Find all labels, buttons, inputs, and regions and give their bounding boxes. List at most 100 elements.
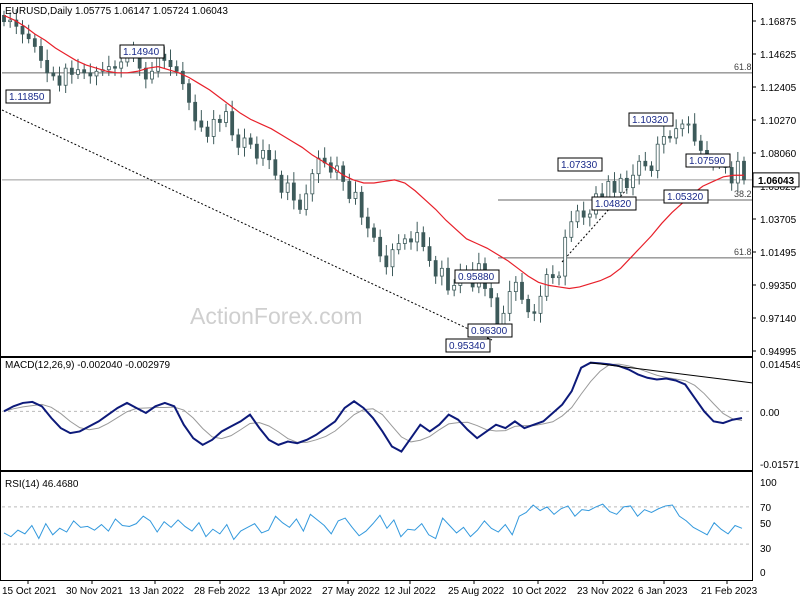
candle-body [304, 193, 309, 210]
candle-body [600, 193, 605, 198]
candle-body [279, 174, 284, 193]
current-price-tag [752, 172, 800, 188]
candle-body [538, 295, 543, 314]
candle-body [495, 297, 500, 328]
watermark-text: ActionForex.com [190, 303, 363, 329]
annotation-box [557, 157, 603, 172]
candle-body [113, 66, 117, 69]
candle-body [8, 19, 13, 23]
rsi-panel-frame [0, 471, 753, 581]
candle-body [507, 291, 512, 314]
candle-body [45, 60, 50, 74]
fib-level-label: 61.8 [734, 62, 752, 72]
candle-body [273, 159, 278, 176]
x-tick-label: 30 Nov 2021 [66, 586, 123, 597]
candle-body [587, 213, 592, 218]
candle-body [353, 191, 358, 199]
candle-body [384, 255, 389, 268]
x-tick-label: 21 Feb 2023 [701, 586, 758, 597]
x-tick-label: 13 Jan 2022 [129, 586, 184, 597]
candle-body [205, 126, 210, 137]
candle-body [347, 181, 352, 199]
candle-body [32, 38, 37, 47]
candle-body [14, 19, 19, 27]
candle-body [575, 210, 580, 223]
fib-level-label: 38.2 [734, 189, 752, 199]
macd-panel-frame [0, 357, 753, 471]
x-tick-label: 12 Jul 2022 [384, 586, 436, 597]
price-tick-label: 1.10270 [760, 116, 797, 127]
candle-body [661, 136, 666, 145]
candle-body [51, 72, 56, 77]
candle-body [174, 66, 179, 72]
candle-body [372, 227, 376, 238]
candle-body [88, 72, 93, 77]
candle-body [180, 70, 185, 85]
x-tick-label: 23 Nov 2022 [577, 586, 634, 597]
candle-body [94, 70, 99, 77]
annotation-label: 0.95880 [458, 272, 495, 283]
candle-body [20, 25, 25, 35]
candle-body [569, 221, 574, 238]
x-tick-label: 6 Jan 2023 [638, 586, 688, 597]
candle-body [409, 238, 413, 243]
reference-lines [1, 72, 752, 545]
rsi-tick-label: 50 [760, 519, 772, 530]
candle-body [452, 284, 457, 291]
candle-body [365, 216, 370, 229]
price-series [2, 9, 746, 334]
annotation-label: 0.96300 [471, 326, 508, 337]
candle-body [526, 298, 531, 313]
candle-body [618, 177, 623, 193]
price-tick-label: 1.05825 [760, 182, 797, 193]
symbol-header: EURUSD,Daily 1.05775 1.06147 1.05724 1.0… [5, 6, 228, 17]
candle-body [310, 173, 315, 195]
macd-tick-label: 0.014549 [760, 360, 800, 371]
rsi-tick-label: 100 [760, 478, 777, 489]
candle-body [359, 191, 364, 218]
rsi-label: RSI(14) 46.4680 [5, 479, 79, 490]
macd-series [3, 361, 753, 453]
candle-body [439, 267, 444, 277]
rsi-tick-label: 0 [760, 568, 766, 579]
candle-body [39, 46, 43, 61]
candle-body [680, 123, 685, 130]
candle-body [631, 174, 635, 189]
rsi-tick-label: 70 [760, 503, 772, 514]
candle-body [298, 199, 302, 210]
annotation-box [445, 338, 491, 353]
price-tick-label: 1.01495 [760, 248, 797, 259]
annotation-label: 1.07590 [689, 156, 726, 167]
candle-body [150, 70, 154, 80]
candle-body [396, 243, 401, 251]
x-tick-label: 10 Oct 2022 [512, 586, 567, 597]
candle-body [63, 67, 68, 86]
candle-body [655, 143, 660, 171]
annotation-label: 1.05320 [667, 192, 704, 203]
candle-body [520, 281, 524, 300]
price-tick-label: 1.12405 [760, 83, 797, 94]
annotation-box [591, 196, 637, 211]
annotation-box [628, 112, 674, 127]
x-tick-label: 27 May 2022 [322, 586, 380, 597]
annotation-box [467, 323, 513, 338]
candle-body [557, 275, 561, 279]
candle-body [217, 118, 222, 123]
candle-body [199, 120, 204, 128]
annotation-box [454, 269, 500, 284]
candle-body [692, 123, 697, 142]
x-tick-label: 13 Apr 2022 [258, 586, 312, 597]
macd-line [3, 361, 743, 453]
candle-body [187, 83, 191, 103]
candle-body [193, 101, 198, 122]
candle-body [248, 137, 253, 145]
candle-body [69, 67, 74, 75]
candle-body [254, 143, 259, 159]
candle-body [686, 123, 691, 126]
chart-labels: ActionForex.com EURUSD,Daily 1.05775 1.06… [2, 6, 800, 597]
candle-body [668, 136, 672, 139]
annotation-box [685, 153, 731, 168]
x-tick-label: 25 Aug 2022 [448, 586, 505, 597]
candle-body [489, 288, 494, 299]
